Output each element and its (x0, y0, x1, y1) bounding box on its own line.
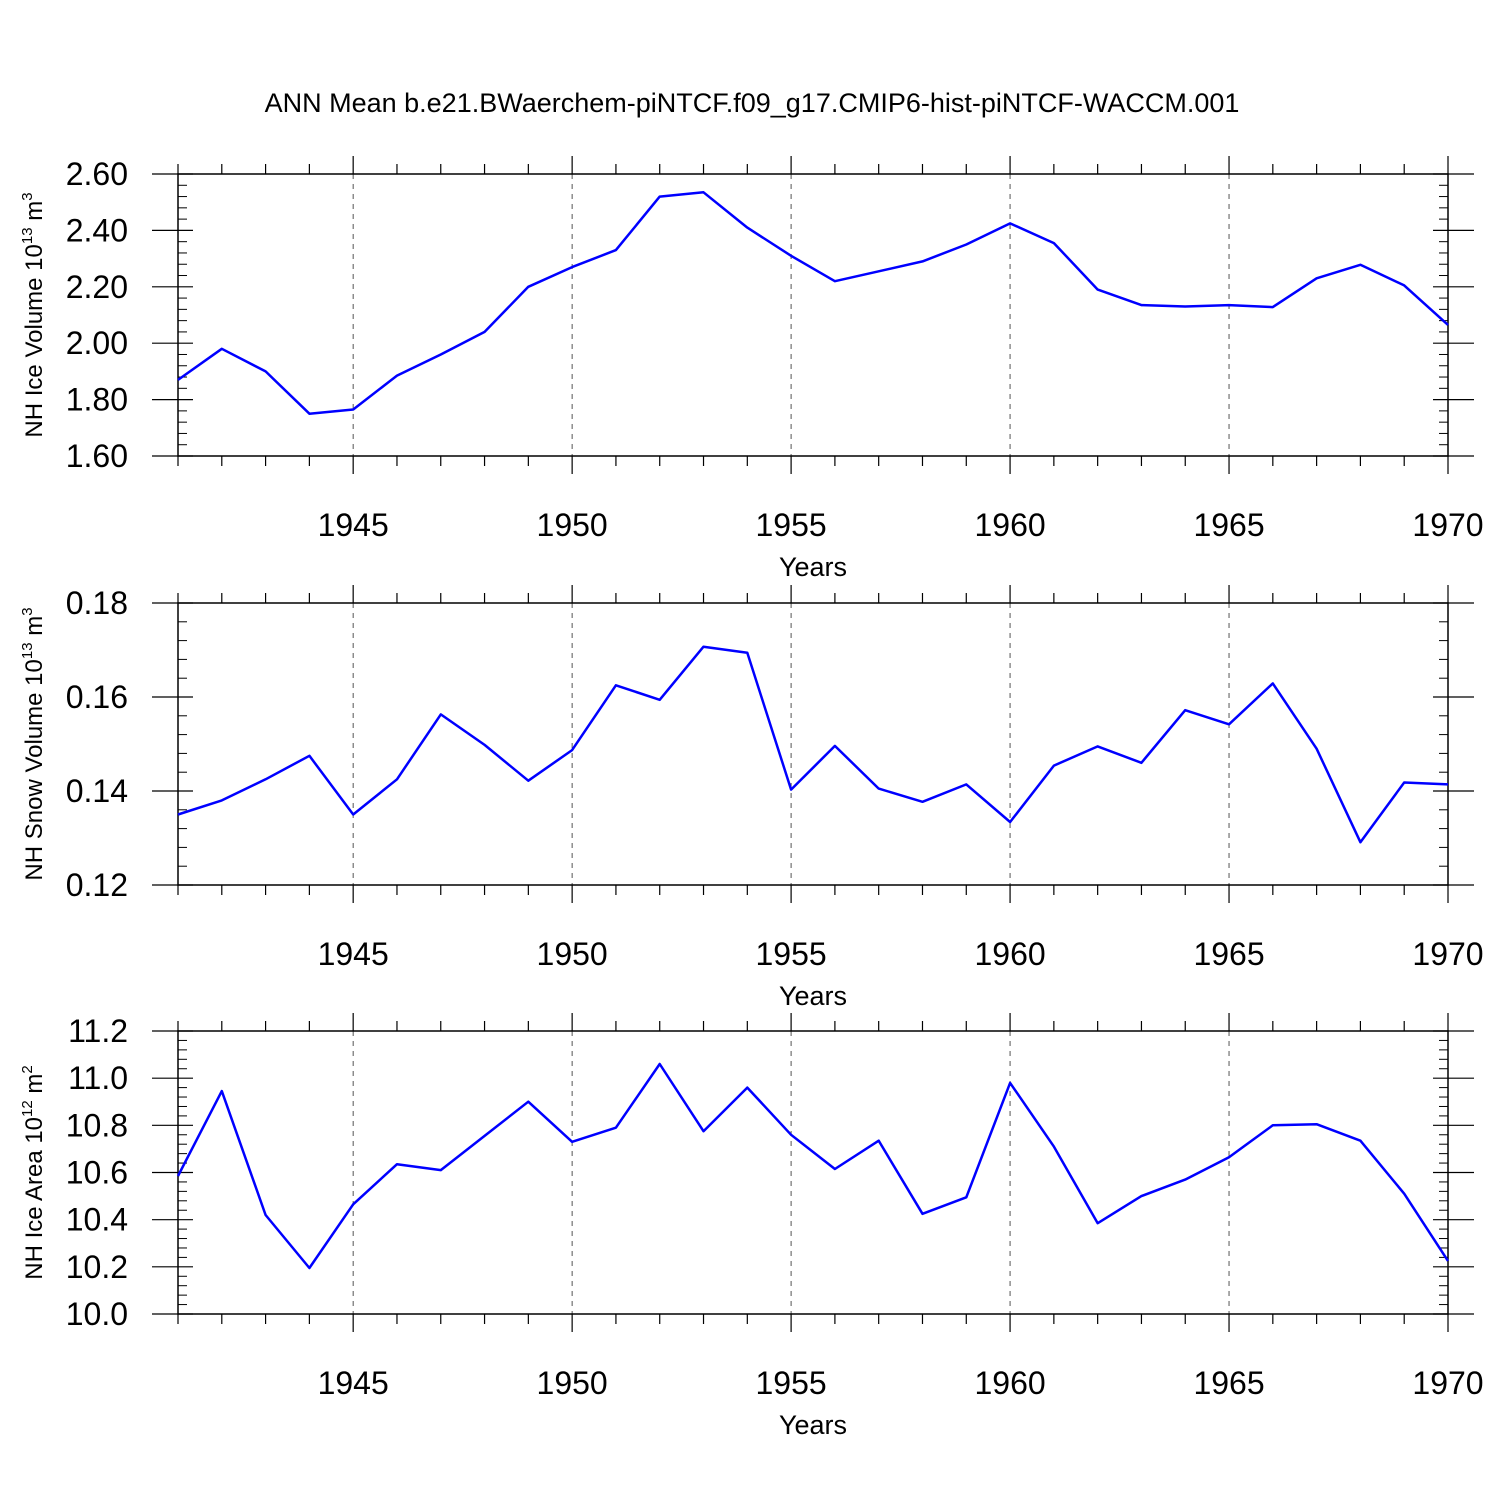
y-tick-label: 11.2 (68, 1013, 128, 1049)
y-tick-label: 2.60 (66, 156, 128, 192)
y-tick-label: 10.0 (66, 1296, 128, 1332)
x-tick-label: 1960 (974, 936, 1045, 972)
x-axis-label: Years (779, 552, 847, 582)
x-tick-label: 1965 (1193, 936, 1264, 972)
x-tick-label: 1960 (974, 507, 1045, 543)
plot-frame (177, 173, 1449, 457)
series-line (177, 191, 1449, 415)
y-tick-label: 2.00 (66, 325, 128, 361)
x-tick-label: 1945 (318, 1365, 389, 1401)
series-line (177, 645, 1449, 844)
y-tick-label: 10.6 (66, 1155, 128, 1191)
x-tick-label: 1960 (974, 1365, 1045, 1401)
x-tick-label: 1955 (756, 1365, 827, 1401)
x-tick-label: 1970 (1412, 1365, 1483, 1401)
plot-frame (177, 1030, 1449, 1315)
x-tick-label: 1945 (318, 936, 389, 972)
y-axis-label: NH Snow Volume 1013 m3 (19, 607, 48, 880)
x-tick-label: 1970 (1412, 507, 1483, 543)
y-tick-label: 0.14 (66, 773, 128, 809)
y-axis-label: NH Ice Area 1012 m2 (19, 1065, 48, 1279)
x-tick-label: 1965 (1193, 507, 1264, 543)
x-tick-label: 1955 (756, 936, 827, 972)
x-tick-label: 1950 (537, 936, 608, 972)
y-tick-label: 1.60 (66, 438, 128, 474)
chart-title: ANN Mean b.e21.BWaerchem-piNTCF.f09_g17.… (265, 88, 1240, 118)
x-tick-label: 1970 (1412, 936, 1483, 972)
y-tick-label: 10.2 (66, 1249, 128, 1285)
y-tick-label: 1.80 (66, 382, 128, 418)
y-axis-label: NH Ice Volume 1013 m3 (19, 192, 48, 437)
x-tick-label: 1950 (537, 507, 608, 543)
y-tick-label: 2.40 (66, 212, 128, 248)
y-tick-label: 10.8 (66, 1107, 128, 1143)
plot-frame (177, 602, 1449, 886)
x-axis-label: Years (779, 981, 847, 1011)
chart-panel-1: 1.60 1.80 2.00 2.20 2.40 2.60 1945 1950 1955 1960… (19, 156, 1484, 582)
y-tick-label: 0.16 (66, 679, 128, 715)
x-axis-label: Years (779, 1410, 847, 1440)
x-tick-label: 1955 (756, 507, 827, 543)
y-tick-label: 10.4 (66, 1202, 128, 1238)
series-line (176, 1062, 1450, 1270)
x-tick-label: 1950 (537, 1365, 608, 1401)
chart-panel-3: 10.0 10.2 10.4 10.6 10.8 11.0 11.2 1945 1950 1955… (19, 1013, 1484, 1440)
x-tick-label: 1945 (318, 507, 389, 543)
x-tick-label: 1965 (1193, 1365, 1264, 1401)
chart-panel-2: 0.12 0.14 0.16 0.18 1945 1950 1955 1960 1965 1970… (19, 585, 1484, 1011)
y-tick-label: 2.20 (66, 269, 128, 305)
y-tick-label: 0.18 (66, 585, 128, 621)
y-tick-label: 0.12 (66, 867, 128, 903)
y-tick-label: 11.0 (68, 1060, 128, 1096)
